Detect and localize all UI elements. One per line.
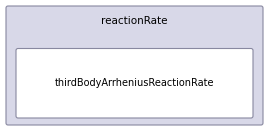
Text: reactionRate: reactionRate xyxy=(101,16,168,26)
FancyBboxPatch shape xyxy=(6,6,263,125)
FancyBboxPatch shape xyxy=(16,48,253,118)
Text: thirdBodyArrheniusReactionRate: thirdBodyArrheniusReactionRate xyxy=(55,78,214,88)
